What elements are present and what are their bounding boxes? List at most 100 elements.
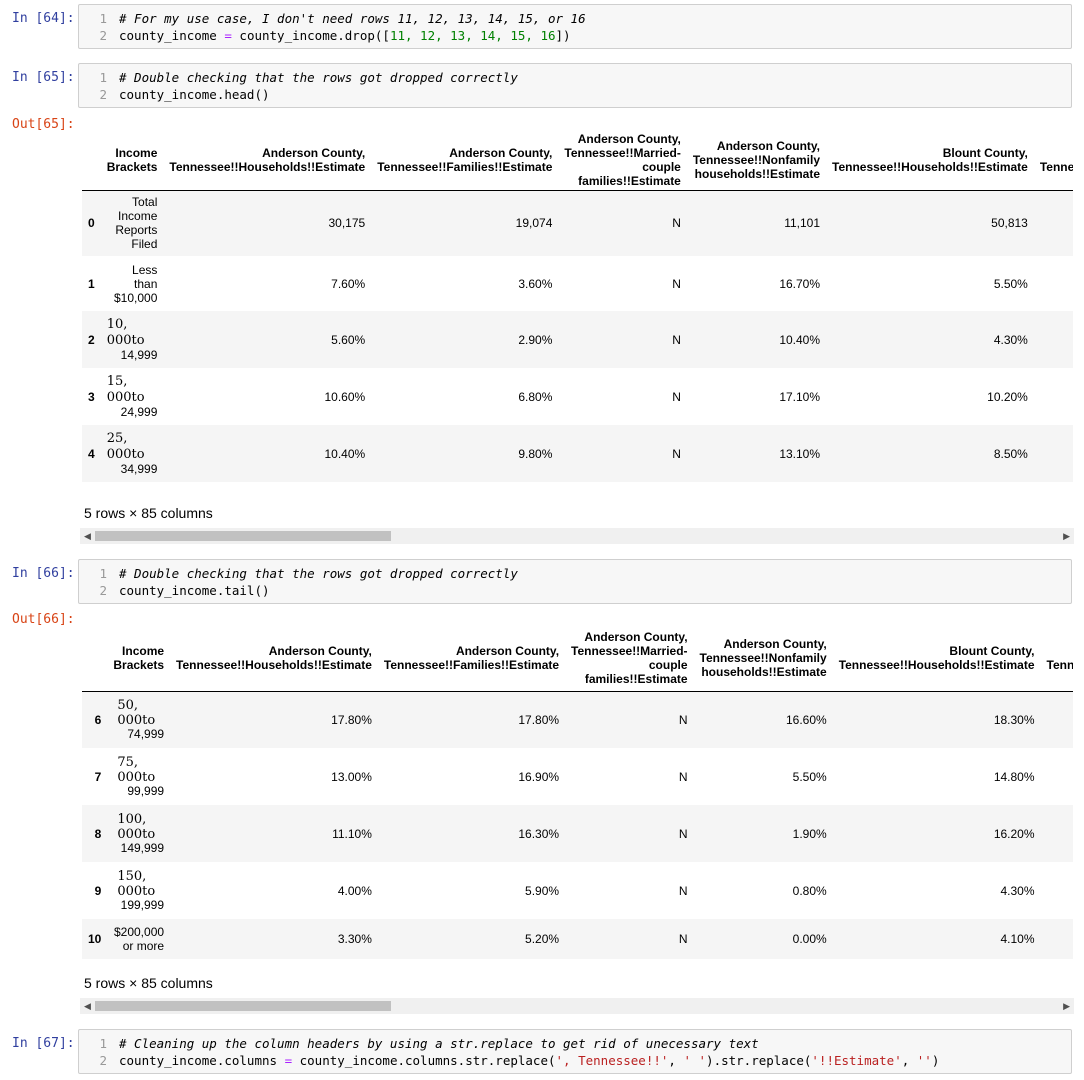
code-string: '' (916, 1053, 932, 1068)
table-cell: 16.90% (518, 769, 560, 784)
code-text: ).str.replace( (706, 1053, 812, 1068)
column-header-line: Tennessee!!Nonfamily (699, 650, 827, 665)
bracket-text: 24,999 (120, 405, 158, 419)
table-cell: 5.90% (525, 883, 560, 898)
table-cell (1041, 748, 1073, 805)
table-cell: 13.00% (331, 769, 372, 784)
scrollbar-thumb[interactable] (95, 531, 391, 541)
scroll-right-icon[interactable]: ▶ (1063, 1001, 1070, 1011)
code-cell-65[interactable]: 1 # Double checking that the rows got dro… (78, 63, 1072, 108)
table-row: 4 25, 000to 34,999 10.40% 9.80% N 13.10% 8… (82, 425, 1073, 482)
column-header-line: Tennessee!!Households!!Estimate (169, 159, 366, 174)
income-bracket-cell: 150, 000to 199,999 (107, 862, 170, 919)
table-cell: 3.30% (337, 932, 372, 946)
table-cell: 0.80% (792, 883, 827, 898)
table-row: 7 75, 000to 99,999 13.00% 16.90% N 5.50% 1… (82, 748, 1073, 805)
column-header-line: Tennessee!!Households!!Estimate (832, 159, 1028, 174)
code-cell-66[interactable]: 1 # Double checking that the rows got dro… (78, 559, 1072, 604)
horizontal-scrollbar[interactable]: ◀ ▶ (80, 998, 1074, 1014)
table-cell (1041, 805, 1073, 862)
table-cell: N (678, 826, 688, 841)
income-bracket-cell: 75, 000to 99,999 (107, 748, 170, 805)
column-header-line: families!!Estimate (578, 173, 681, 188)
line-number: 2 (99, 583, 107, 598)
table-cell: 17.80% (331, 712, 372, 727)
table-cell: 5.50% (792, 769, 827, 784)
scroll-right-icon[interactable]: ▶ (1063, 531, 1070, 541)
bracket-text: 99,999 (127, 784, 165, 798)
row-index: 9 (94, 883, 102, 898)
income-bracket-cell: $200,000 or more (113, 925, 165, 953)
column-header-line: Tennessee!!Nonfamily (692, 152, 821, 167)
code-line: 2 county_income = county_income.drop([11,… (79, 27, 1071, 44)
code-text: county_income.head() (119, 87, 270, 102)
line-number: 1 (99, 11, 107, 26)
row-index: 2 (88, 332, 95, 347)
column-header: Anderson County, Tennessee!!Families!!Est… (371, 130, 559, 191)
code-line: 2 county_income.columns = county_income.c… (79, 1052, 1071, 1069)
code-cell-67[interactable]: 1 # Cleaning up the column headers by usi… (78, 1029, 1072, 1074)
column-header-line: Anderson County, (716, 138, 821, 153)
income-bracket-cell: Total Income Reports Filed (115, 195, 158, 252)
table-row: 3 15, 000to 24,999 10.60% 6.80% N 17.10% 1… (82, 368, 1073, 425)
table-cell: 6.80% (518, 389, 553, 404)
table-cell: 16.60% (785, 712, 827, 727)
table-cell (1034, 256, 1073, 311)
column-header-line: Tennessee!!Households!!Estimate (838, 657, 1035, 672)
column-header-truncated: Tenn (1040, 625, 1073, 692)
bracket-text: 10, (106, 317, 128, 332)
code-text: county_income.drop([ (231, 28, 390, 43)
table-cell: N (678, 932, 688, 946)
column-header: Income Brackets (107, 625, 171, 692)
bracket-text: 25, (106, 431, 128, 446)
table-cell (1034, 311, 1073, 368)
column-header-line: Tennessee!!Families!!Estimate (377, 159, 553, 174)
code-comment: # For my use case, I don't need rows 11,… (119, 11, 586, 26)
table-cell: 4.30% (1000, 883, 1035, 898)
income-bracket-cell: 15, 000to 24,999 (101, 368, 164, 425)
line-number: 1 (99, 1036, 107, 1051)
dataframe-shape: 5 rows × 85 columns (84, 975, 213, 991)
table-cell: 10.40% (324, 446, 366, 461)
table-cell: 5.20% (525, 932, 560, 946)
code-cell-64[interactable]: 1 # For my use case, I don't need rows 11… (78, 4, 1072, 49)
table-cell: 3.60% (518, 276, 553, 291)
table-row: 0 Total Income Reports Filed 30,175 19,0… (82, 190, 1073, 256)
input-prompt-67: In [67]: (12, 1036, 75, 1051)
code-line: 1 # Double checking that the rows got dro… (79, 69, 1071, 86)
column-header-line: Tenne (1039, 159, 1073, 174)
income-bracket-cell: 100, 000to 149,999 (107, 805, 170, 862)
horizontal-scrollbar[interactable]: ◀ ▶ (80, 528, 1074, 544)
table-cell: 2.90% (518, 332, 553, 347)
column-header-line: Tennessee!!Families!!Estimate (383, 657, 560, 672)
bracket-text: 34,999 (120, 462, 158, 476)
code-text: ) (931, 1053, 940, 1068)
column-header-line: Blount County, (942, 145, 1028, 160)
code-text: , (901, 1053, 917, 1068)
bracket-text: 100, (117, 812, 147, 827)
column-header-line: couple (642, 159, 681, 174)
table-cell: 16.20% (993, 826, 1035, 841)
bracket-text: 000to (117, 827, 156, 842)
table-cell: 5.60% (331, 332, 366, 347)
income-bracket-cell: 10, 000to 14,999 (101, 311, 164, 368)
column-header-line: Anderson County, (723, 636, 827, 651)
column-header-line: Tenn (1046, 657, 1073, 672)
dataframe-table: Income Brackets Anderson County, Tennesse… (82, 130, 1073, 482)
column-header-line: households!!Estimate (701, 664, 827, 679)
table-cell: N (678, 769, 688, 784)
bracket-text: 000to (117, 770, 156, 785)
table-cell: N (672, 216, 681, 231)
table-cell: 4.10% (1000, 932, 1035, 946)
line-number: 2 (99, 28, 107, 43)
scroll-left-icon[interactable]: ◀ (84, 1001, 91, 1011)
scrollbar-thumb[interactable] (95, 1001, 391, 1011)
bracket-text: 000to (106, 390, 145, 405)
table-cell: 5.50% (993, 276, 1028, 291)
table-cell (1034, 425, 1073, 482)
column-header: Anderson County, Tennessee!!Households!!E… (163, 130, 372, 191)
table-cell (1041, 691, 1073, 748)
line-number: 1 (99, 566, 107, 581)
scroll-left-icon[interactable]: ◀ (84, 531, 91, 541)
dataframe-shape: 5 rows × 85 columns (84, 505, 213, 521)
